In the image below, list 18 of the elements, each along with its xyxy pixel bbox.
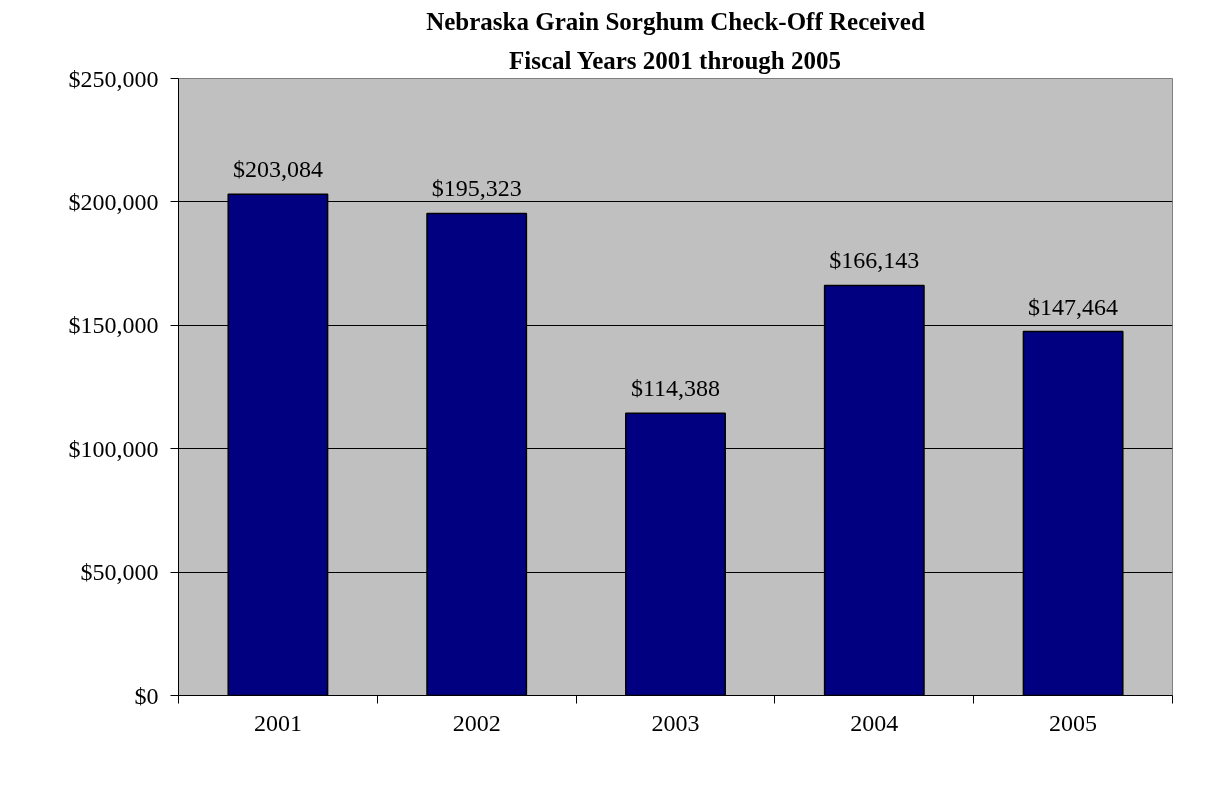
data-label: $114,388 — [630, 375, 721, 402]
x-tick-label: 2002 — [452, 709, 501, 736]
x-tick-label: 2001 — [253, 709, 302, 736]
y-tick-label: $250,000 — [68, 65, 159, 92]
chart-title: Nebraska Grain Sorghum Check-Off Received — [426, 7, 925, 35]
data-label: $166,143 — [829, 247, 920, 274]
y-tick-label: $50,000 — [80, 559, 159, 586]
data-label: $147,464 — [1028, 293, 1119, 320]
chart-subtitle: Fiscal Years 2001 through 2005 — [509, 46, 842, 74]
x-tick-label: 2005 — [1049, 709, 1098, 736]
y-tick-label: $0 — [134, 682, 159, 709]
x-tick-label: 2004 — [850, 709, 899, 736]
x-tick-label: 2003 — [651, 709, 700, 736]
y-tick-label: $200,000 — [68, 188, 159, 215]
data-label: $203,084 — [232, 156, 323, 183]
y-tick-label: $150,000 — [68, 312, 159, 339]
y-tick-label: $100,000 — [68, 435, 159, 462]
data-label: $195,323 — [431, 175, 522, 202]
